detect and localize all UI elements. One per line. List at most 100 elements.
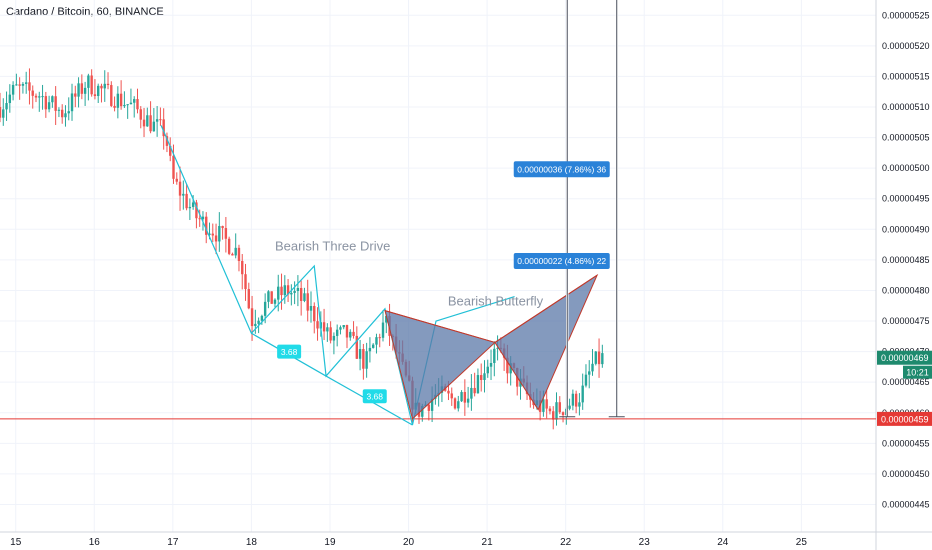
candle-body (273, 299, 277, 304)
candle-body (352, 331, 355, 336)
candle-body (470, 387, 473, 399)
candle-body (342, 325, 345, 328)
ratio-tag (362, 389, 387, 404)
candle-body (371, 344, 375, 348)
candle-body (453, 398, 457, 409)
candle-body (100, 85, 103, 89)
candle-body (349, 331, 352, 338)
candle-body (303, 293, 306, 301)
candle-body (296, 288, 300, 292)
candle-body (571, 393, 575, 406)
candle-body (214, 235, 218, 242)
candle-body (568, 405, 571, 409)
y-tick-label: 0.00000495 (882, 194, 930, 204)
candle-body (552, 411, 555, 420)
candle-body (463, 392, 467, 403)
candle-body (257, 320, 260, 324)
candle-body (581, 385, 584, 403)
candle-body (83, 87, 87, 94)
candle-body (483, 373, 486, 381)
candle-body (97, 85, 100, 97)
candle-body (591, 363, 594, 372)
candle-body (185, 193, 188, 209)
candle-body (136, 99, 139, 110)
candle-body (316, 321, 319, 329)
candle-body (326, 327, 329, 332)
measure-tag (513, 253, 610, 269)
candle-body (47, 102, 51, 110)
x-tick-label: 23 (639, 537, 651, 548)
candle-body (133, 99, 136, 103)
candle-body (277, 286, 280, 300)
candle-body (234, 247, 237, 256)
candle-body (594, 351, 597, 364)
candle-body (172, 155, 175, 179)
butterfly-label: Bearish Butterfly (448, 294, 544, 309)
candle-body (335, 329, 339, 336)
x-tick-label: 20 (403, 537, 415, 548)
candle-body (93, 94, 97, 97)
candle-body (80, 83, 84, 94)
countdown-tag (903, 365, 932, 379)
candle-body (110, 85, 113, 106)
candle-body (362, 349, 365, 369)
candle-body (178, 181, 182, 196)
candle-body (283, 285, 286, 296)
candle-body (231, 253, 234, 256)
candle-body (489, 363, 493, 367)
candle-body (165, 136, 169, 146)
support-price-label: 0.00000459 (881, 414, 929, 424)
candle-body (51, 96, 54, 103)
countdown-label: 10:21 (906, 368, 929, 378)
candle-body (267, 291, 270, 302)
x-tick-label: 16 (89, 537, 101, 548)
candle-body (329, 327, 332, 341)
candle-body (21, 83, 25, 86)
candle-body (244, 274, 247, 290)
y-tick-label: 0.00000445 (882, 499, 930, 509)
candle-body (365, 351, 368, 369)
candle-body (378, 337, 381, 339)
candle-body (162, 119, 165, 137)
current-price-label: 0.00000469 (881, 353, 929, 363)
ratio-tag-label: 3.68 (366, 392, 383, 402)
y-tick-label: 0.00000525 (882, 10, 930, 20)
candle-body (169, 145, 172, 156)
candle-body (309, 306, 313, 311)
y-tick-label: 0.00000465 (882, 377, 930, 387)
x-tick-label: 17 (167, 537, 179, 548)
butterfly-bd-line (494, 274, 598, 343)
candle-body (188, 206, 192, 209)
measure-tag-label: 0.00000022 (4.86%) 22 (517, 256, 606, 266)
candle-body (270, 291, 273, 304)
candle-body (427, 404, 431, 411)
candle-body (142, 119, 146, 127)
candle-body (60, 109, 64, 118)
candle-body (597, 351, 601, 365)
y-tick-label: 0.00000480 (882, 285, 930, 295)
candle-body (70, 93, 74, 112)
candle-body (450, 393, 453, 399)
y-tick-label: 0.00000515 (882, 71, 930, 81)
y-tick-label: 0.00000455 (882, 438, 930, 448)
candle-body (38, 96, 41, 98)
candle-body (205, 216, 208, 235)
candle-body (24, 82, 28, 84)
candle-body (103, 83, 106, 89)
candle-body (466, 398, 470, 403)
candle-body (578, 402, 581, 407)
candle-body (313, 306, 316, 322)
candle-body (0, 107, 2, 118)
ratio-tag (277, 344, 302, 359)
candle-body (457, 401, 460, 409)
candle-body (191, 202, 195, 207)
candle-body (106, 83, 110, 86)
current-price-tag (877, 350, 932, 365)
candle-body (237, 247, 241, 261)
y-tick-label: 0.00000500 (882, 163, 930, 173)
candle-body (90, 75, 93, 95)
candle-body (74, 93, 77, 97)
candle-body (358, 349, 362, 359)
